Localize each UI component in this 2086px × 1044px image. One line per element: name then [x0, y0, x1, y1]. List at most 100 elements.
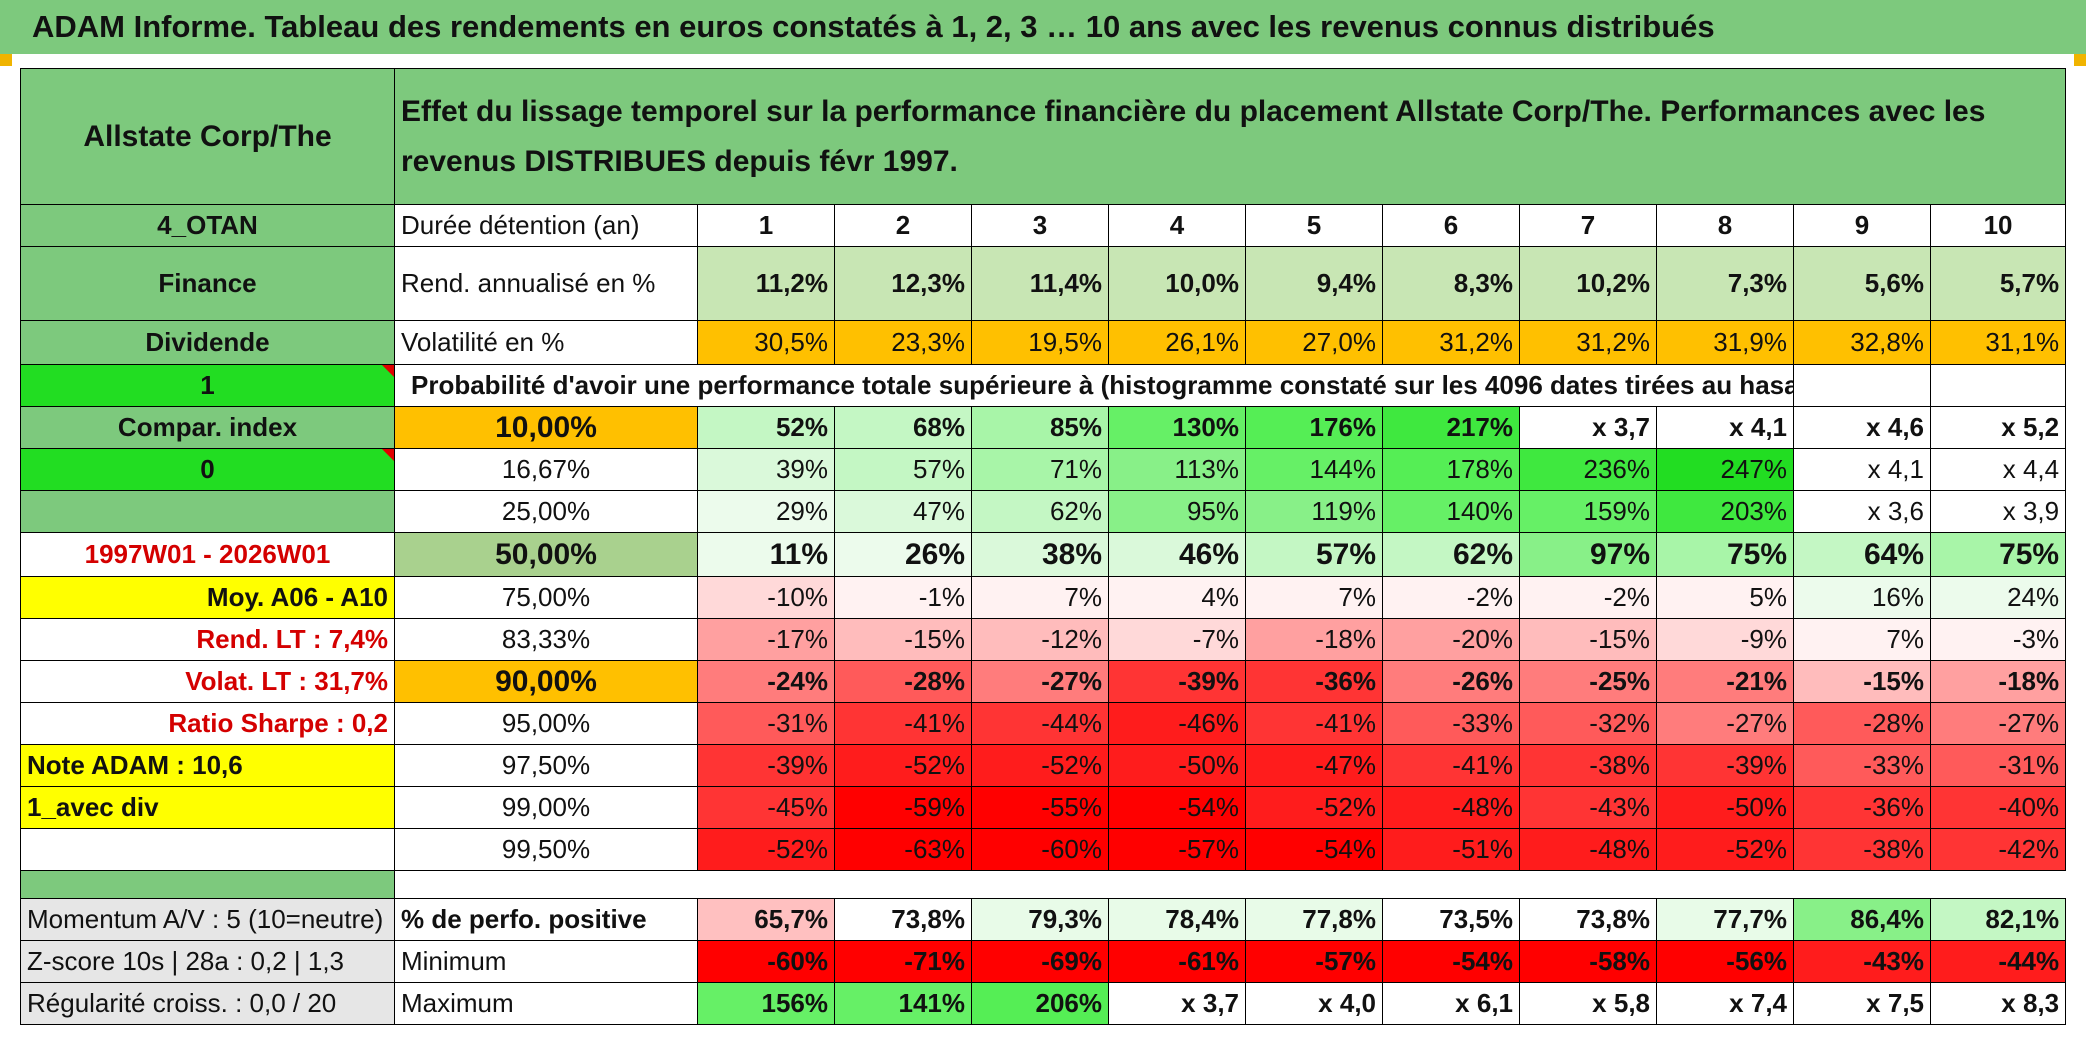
maximum-value: x 4,0 — [1245, 982, 1383, 1025]
prob-value: -28% — [834, 660, 972, 703]
maximum-value: x 7,5 — [1793, 982, 1931, 1025]
prob-value: -40% — [1929, 786, 2067, 829]
prob-value: 176% — [1245, 406, 1383, 449]
minimum-value: -44% — [1929, 940, 2067, 983]
prob-value: -51% — [1382, 828, 1520, 871]
compar-label: Compar. index — [20, 406, 395, 449]
rend-value: 11,2% — [697, 246, 835, 321]
prob-value: -3% — [1929, 618, 2067, 661]
minimum-value: -60% — [697, 940, 835, 983]
prob-value: 5% — [1656, 576, 1794, 619]
prob-value: -54% — [1245, 828, 1383, 871]
report-title: ADAM Informe. Tableau des rendements en … — [0, 0, 2086, 54]
prob-value: 39% — [697, 448, 835, 491]
quantile-label: 10,00% — [394, 406, 698, 449]
year-header: 2 — [834, 204, 972, 247]
prob-value: -55% — [971, 786, 1109, 829]
maximum-value: x 8,3 — [1929, 982, 2067, 1025]
prob-value: -26% — [1382, 660, 1520, 703]
rend-value: 11,4% — [971, 246, 1109, 321]
corner-marker — [0, 54, 12, 66]
rend-value: 8,3% — [1382, 246, 1520, 321]
prob-value: -33% — [1382, 702, 1520, 745]
prob-value: 97% — [1519, 532, 1657, 577]
prob-value: -17% — [697, 618, 835, 661]
prob-value: 57% — [1245, 532, 1383, 577]
prob-value: -60% — [971, 828, 1109, 871]
prob-value: -41% — [834, 702, 972, 745]
maximum-value: x 3,7 — [1108, 982, 1246, 1025]
prob-value: -52% — [971, 744, 1109, 787]
avec-div-label: 1_avec div — [20, 786, 395, 829]
perfo-pos-value: 78,4% — [1108, 898, 1246, 941]
sharpe-label: Ratio Sharpe : 0,2 — [20, 702, 395, 745]
year-header: 4 — [1108, 204, 1246, 247]
year-header: 7 — [1519, 204, 1657, 247]
code-label: 4_OTAN — [20, 204, 395, 247]
year-header: 8 — [1656, 204, 1794, 247]
performance-table: Allstate Corp/The Effet du lissage tempor… — [20, 68, 2067, 1025]
prob-value: 52% — [697, 406, 835, 449]
prob-value: 7% — [971, 576, 1109, 619]
prob-value: -52% — [1245, 786, 1383, 829]
prob-value: -36% — [1245, 660, 1383, 703]
perfo-pos-value: 73,8% — [1519, 898, 1657, 941]
quantile-label: 83,33% — [394, 618, 698, 661]
prob-value: -27% — [1929, 702, 2067, 745]
note-label: Note ADAM : 10,6 — [20, 744, 395, 787]
rend-value: 10,0% — [1108, 246, 1246, 321]
prob-value: 62% — [971, 490, 1109, 533]
prob-value: 178% — [1382, 448, 1520, 491]
rend-lt-label: Rend. LT : 7,4% — [20, 618, 395, 661]
volat-value: 26,1% — [1108, 320, 1246, 365]
volat-value: 31,9% — [1656, 320, 1794, 365]
minimum-value: -54% — [1382, 940, 1520, 983]
prob-value: 236% — [1519, 448, 1657, 491]
prob-value: x 3,7 — [1519, 406, 1657, 449]
prob-value: 64% — [1793, 532, 1931, 577]
prob-value: -39% — [697, 744, 835, 787]
quantile-label: 75,00% — [394, 576, 698, 619]
corner-marker — [2074, 54, 2086, 66]
rend-value: 10,2% — [1519, 246, 1657, 321]
prob-value: x 4,1 — [1656, 406, 1794, 449]
minimum-label: Minimum — [394, 940, 698, 983]
prob-value: 217% — [1382, 406, 1520, 449]
maximum-value: 206% — [971, 982, 1109, 1025]
maximum-label: Maximum — [394, 982, 698, 1025]
minimum-value: -43% — [1793, 940, 1931, 983]
prob-value: -57% — [1108, 828, 1246, 871]
prob-value: -15% — [834, 618, 972, 661]
prob-value: -1% — [834, 576, 972, 619]
prob-value: 85% — [971, 406, 1109, 449]
one-flag: 1 — [20, 364, 395, 407]
prob-value: -24% — [697, 660, 835, 703]
prob-value: 95% — [1108, 490, 1246, 533]
prob-value: -10% — [697, 576, 835, 619]
prob-value: x 3,6 — [1793, 490, 1931, 533]
volat-value: 31,2% — [1519, 320, 1657, 365]
prob-value: -54% — [1108, 786, 1246, 829]
prob-value: 140% — [1382, 490, 1520, 533]
prob-value: -28% — [1793, 702, 1931, 745]
prob-value: 203% — [1656, 490, 1794, 533]
prob-value: -46% — [1108, 702, 1246, 745]
prob-value: -50% — [1108, 744, 1246, 787]
prob-value: -45% — [697, 786, 835, 829]
empty-side — [20, 490, 395, 533]
prob-value: -20% — [1382, 618, 1520, 661]
prob-value: -18% — [1245, 618, 1383, 661]
prob-value: -59% — [834, 786, 972, 829]
prob-value: -2% — [1519, 576, 1657, 619]
prob-value: 29% — [697, 490, 835, 533]
year-header: 10 — [1929, 204, 2067, 247]
minimum-value: -56% — [1656, 940, 1794, 983]
spacer-side — [20, 870, 395, 899]
prob-value: x 4,1 — [1793, 448, 1931, 491]
prob-value: -36% — [1793, 786, 1931, 829]
quantile-label: 97,50% — [394, 744, 698, 787]
prob-value: 47% — [834, 490, 972, 533]
perfo-pos-label: % de perfo. positive — [394, 898, 698, 941]
prob-value: 26% — [834, 532, 972, 577]
prob-value: 130% — [1108, 406, 1246, 449]
